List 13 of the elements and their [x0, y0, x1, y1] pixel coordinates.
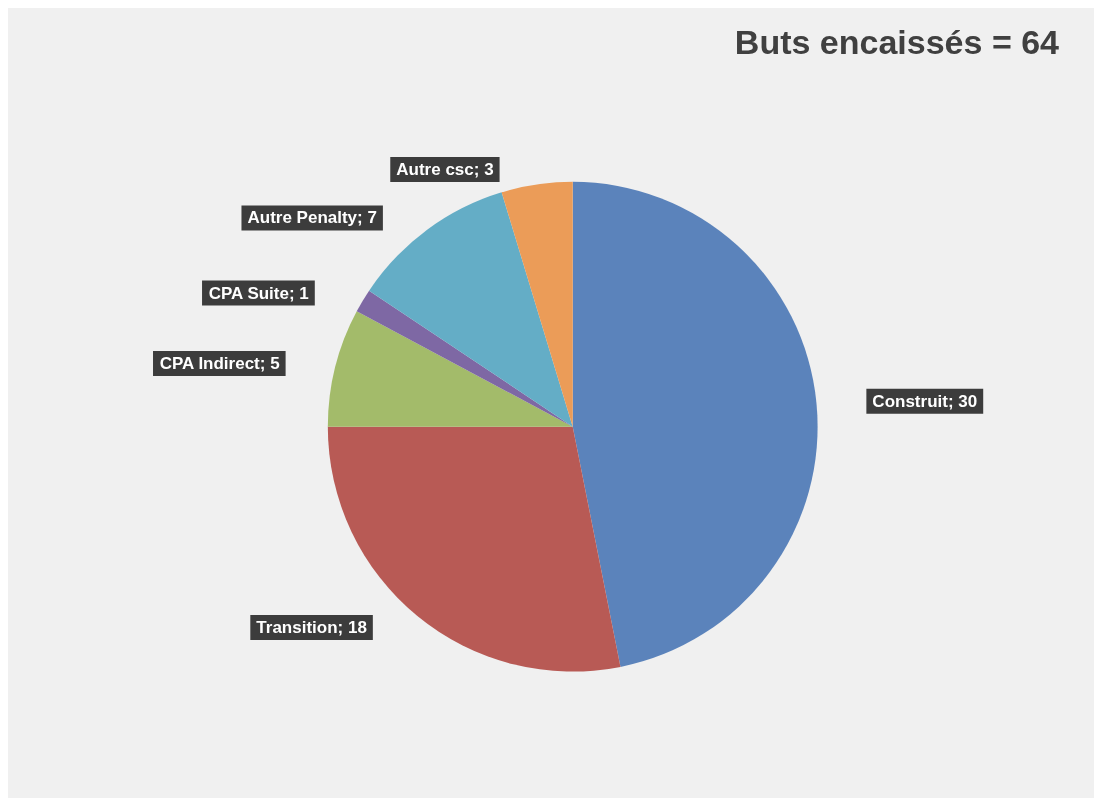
data-label: ; 1 — [288, 283, 309, 303]
chart-title: Buts encaissés = 64 — [734, 23, 1060, 61]
data-label: ; 30 — [947, 391, 978, 411]
data-label: ; 5 — [259, 354, 280, 374]
slice-label: CPA Indirect — [159, 354, 261, 374]
slice-label: Transition — [256, 618, 338, 638]
slice-label: Autre csc — [396, 160, 474, 180]
data-label: ; 18 — [337, 618, 367, 638]
slice-label: Autre Penalty — [247, 208, 358, 228]
data-label: ; 3 — [473, 160, 494, 180]
slice-label: Construit — [872, 391, 949, 411]
slice-label: CPA Suite — [208, 283, 289, 303]
data-label: ; 7 — [357, 208, 377, 228]
